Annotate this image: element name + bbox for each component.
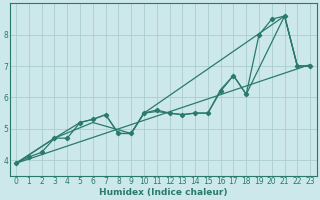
X-axis label: Humidex (Indice chaleur): Humidex (Indice chaleur)	[99, 188, 228, 197]
